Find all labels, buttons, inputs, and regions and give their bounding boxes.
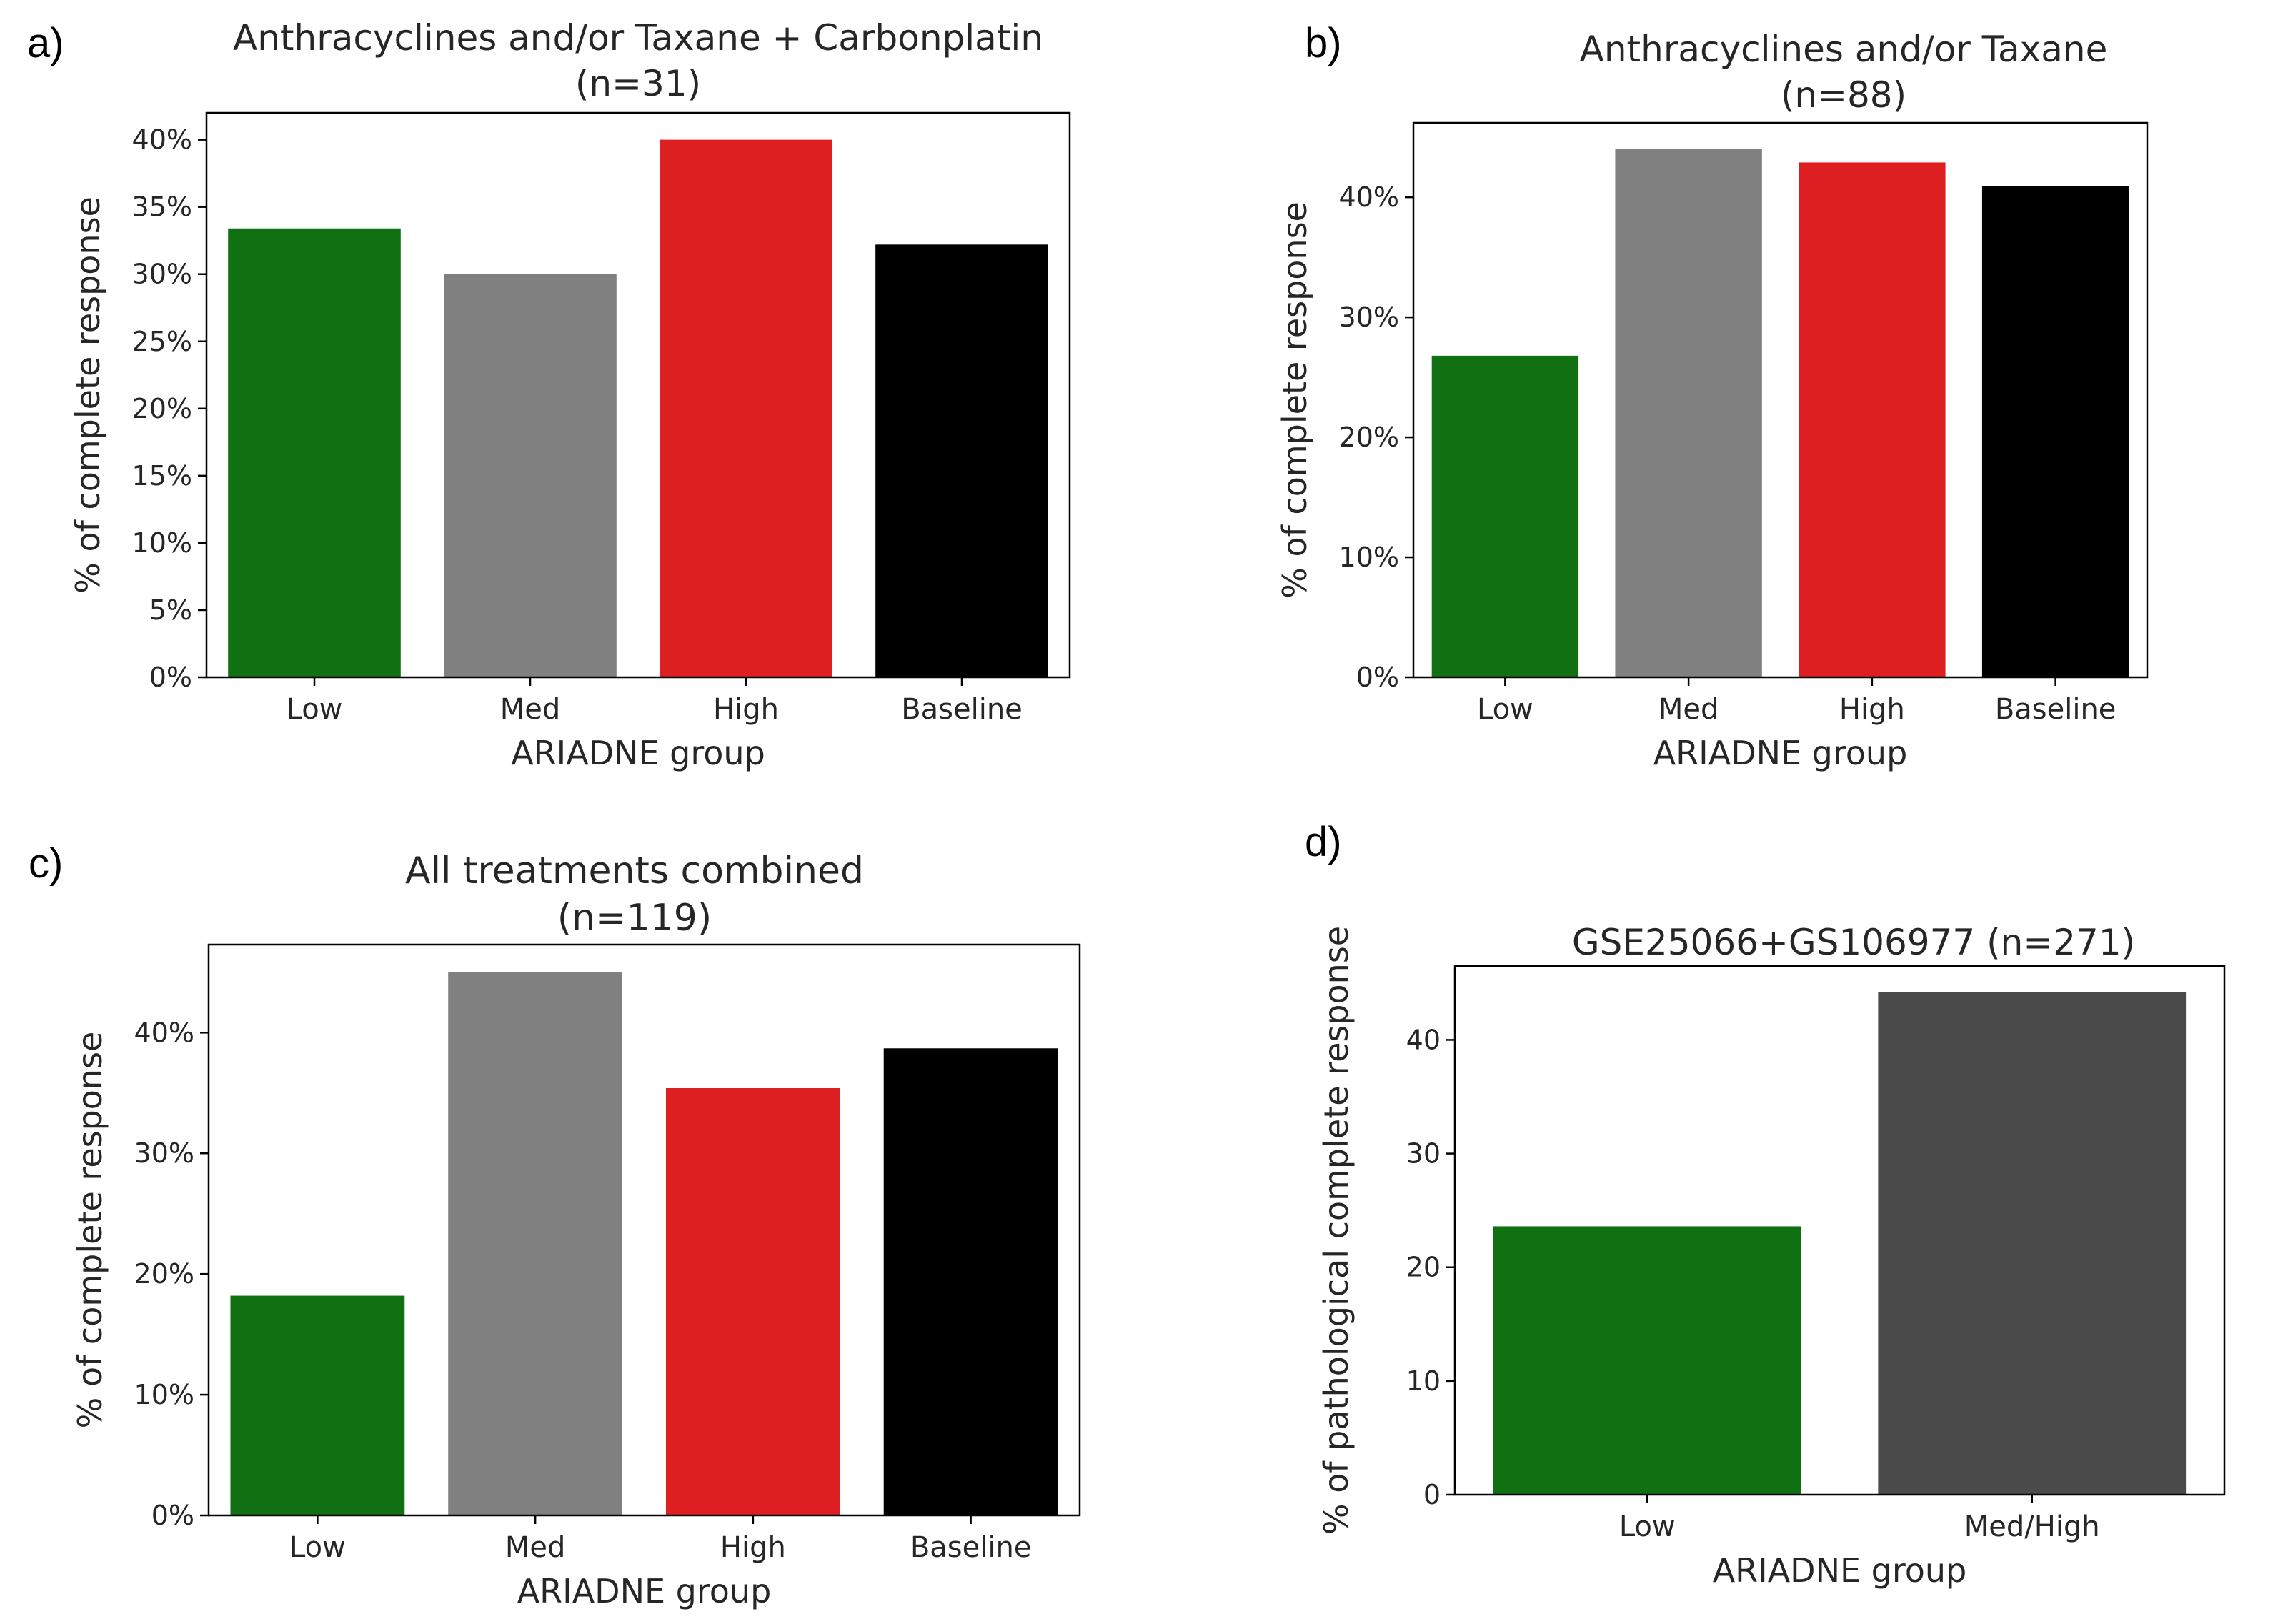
plot-frame: [205, 111, 1071, 679]
chart-title: (n=31): [575, 63, 701, 104]
y-tick-label: 10%: [134, 1379, 194, 1410]
x-tick-label: Med/High: [1964, 1510, 2100, 1543]
chart-title: All treatments combined: [405, 850, 864, 892]
x-axis-label: ARIADNE group: [1653, 734, 1908, 772]
y-tick-label: 30%: [134, 1137, 194, 1169]
chart-title: (n=88): [1781, 74, 1906, 116]
x-tick-label: Low: [287, 693, 343, 726]
y-tick-label: 40%: [1339, 181, 1399, 213]
y-tick-label: 40%: [134, 1017, 194, 1048]
bar-med: [444, 274, 617, 677]
y-axis-label: % of complete response: [1275, 201, 1314, 599]
y-axis-label: % of pathological complete response: [1317, 926, 1356, 1535]
x-tick-label: Baseline: [1995, 693, 2117, 726]
x-tick-label: High: [1839, 693, 1905, 726]
y-tick-label: 0%: [1356, 662, 1399, 693]
bar-baseline: [883, 1048, 1058, 1515]
y-axis-label: % of complete response: [71, 1032, 109, 1429]
bar-low: [1493, 1226, 1801, 1495]
x-axis-label: ARIADNE group: [1713, 1551, 1967, 1590]
y-axis-label: % of complete response: [69, 196, 107, 594]
y-tick-label: 30%: [132, 259, 192, 290]
y-tick-label: 30%: [1339, 302, 1399, 333]
y-tick-label: 30: [1406, 1138, 1441, 1170]
x-axis-label: ARIADNE group: [511, 734, 765, 772]
panel-label: d): [1305, 819, 1342, 865]
plot-frame: [1412, 121, 2149, 679]
x-tick-label: Low: [1619, 1510, 1676, 1543]
y-tick-label: 0%: [151, 1500, 194, 1531]
x-tick-label: Baseline: [901, 693, 1023, 726]
x-tick-label: Baseline: [910, 1531, 1032, 1564]
panel-label: a): [27, 20, 64, 66]
x-tick-label: High: [720, 1531, 786, 1564]
plot-frame: [207, 943, 1081, 1517]
bar-med: [1615, 149, 1762, 677]
panel-c: c) 0% 10% 20% 30% 40% Low Med High Baseline ARIAD…: [29, 840, 1081, 1610]
x-tick-label: Low: [1477, 693, 1533, 726]
chart-title: (n=119): [557, 897, 712, 940]
x-tick-label: Med: [1658, 693, 1719, 726]
y-tick-label: 10: [1406, 1365, 1441, 1397]
bar-high: [1799, 162, 1946, 677]
bar-low: [228, 228, 401, 677]
x-tick-label: Med: [500, 693, 561, 726]
y-tick-label: 35%: [132, 191, 192, 223]
y-tick-label: 10%: [1339, 542, 1399, 573]
x-axis-label: ARIADNE group: [517, 1572, 772, 1610]
y-tick-label: 20: [1406, 1252, 1441, 1283]
bar-high: [660, 139, 832, 678]
bar-high: [665, 1088, 840, 1515]
y-tick-label: 40: [1406, 1024, 1441, 1055]
y-tick-label: 10%: [132, 527, 192, 559]
bar-low: [1431, 355, 1579, 677]
bar-med: [448, 972, 623, 1515]
x-tick-label: Low: [289, 1531, 346, 1564]
y-tick-label: 20%: [132, 393, 192, 424]
bar-baseline: [875, 244, 1048, 677]
y-tick-label: 20%: [1339, 422, 1399, 453]
plot-frame: [1453, 965, 2226, 1496]
x-tick-label: Med: [505, 1531, 566, 1564]
y-tick-label: 15%: [132, 460, 192, 492]
x-tick-label: High: [713, 693, 779, 726]
chart-title: Anthracyclines and/or Taxane + Carbonpla…: [233, 17, 1043, 59]
chart-title: Anthracyclines and/or Taxane: [1580, 29, 2108, 70]
y-tick-label: 25%: [132, 326, 192, 357]
y-tick-label: 5%: [149, 594, 192, 626]
y-tick-label: 0: [1423, 1479, 1441, 1510]
bar-low: [230, 1295, 405, 1515]
y-tick-label: 0%: [149, 662, 192, 693]
bar-med-high: [1878, 992, 2187, 1495]
bar-baseline: [1981, 186, 2129, 678]
panel-a: a) 0% 5% 10% 15% 20% 25% 30% 35% 40% Low Med High Ba…: [27, 17, 1071, 772]
panel-label: c): [29, 840, 63, 887]
y-tick-label: 20%: [134, 1258, 194, 1290]
panel-b: b) 0% 10% 20% 30% 40% Low Med High Baseline ARIAD…: [1275, 20, 2149, 772]
chart-title: GSE25066+GS106977 (n=271): [1572, 922, 2135, 963]
y-tick-label: 40%: [132, 124, 192, 156]
panel-d: d) 0 10 20 30 40 Low Med/High ARIADNE group % of…: [1305, 819, 2226, 1590]
panel-label: b): [1305, 20, 1342, 66]
